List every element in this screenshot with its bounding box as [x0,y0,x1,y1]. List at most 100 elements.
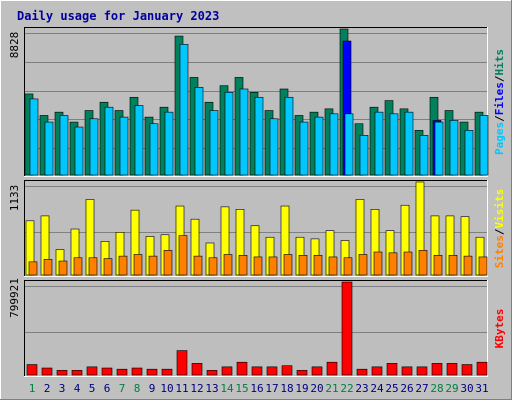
sites-bar [133,254,143,276]
pages-bar [359,135,369,176]
kbytes-bar [86,366,98,376]
day-label: 29 [445,382,458,395]
sites-bar [358,254,368,276]
day-label: 18 [280,382,293,395]
pages-bar [194,87,204,176]
sites-bar [178,235,188,276]
hits-ymax-label: 8828 [8,32,21,59]
pages-bar [344,113,354,176]
pages-bar [404,111,414,176]
day-label: 21 [325,382,338,395]
day-label: 31 [475,382,488,395]
visits-legend-item: Visits [493,189,506,229]
pages-bar [134,105,144,176]
sites-bar [43,259,53,276]
day-label: 8 [134,382,141,395]
pages-bar [209,110,219,176]
day-label: 28 [430,382,443,395]
pages-bar [44,121,54,176]
day-label: 25 [385,382,398,395]
pages-bar [314,116,324,176]
kbytes-bar [236,361,248,376]
sites-bar [343,257,353,276]
kbytes-bar [41,367,53,376]
sites-bar [283,254,293,276]
sites-bar [148,255,158,276]
kbytes-bar [386,363,398,376]
pages-bar [434,121,444,176]
kbytes-ymax-label: 799921 [8,278,21,318]
day-label: 23 [355,382,368,395]
kbytes-bar [206,370,218,376]
pages-bar [479,115,489,176]
pages-bar [269,118,279,176]
day-label: 26 [400,382,413,395]
pages-bar [299,121,309,176]
kbytes-bar [356,368,368,376]
sites-bar [328,256,338,276]
sites-bar [238,255,248,276]
kbytes-bar [26,364,38,376]
sites-bar [73,257,83,276]
sites-bar [28,261,38,276]
pages-bar [329,113,339,176]
kbytes-bar [281,365,293,376]
kbytes-panel-bg [24,280,488,377]
day-label: 10 [160,382,173,395]
sites-bar [253,256,263,276]
sites-bar [58,260,68,276]
day-label: 3 [59,382,66,395]
visits-ymax-label: 1133 [8,185,21,212]
kbytes-bar [416,366,428,376]
chart-title: Daily usage for January 2023 [17,9,219,23]
kbytes-bar [56,370,68,376]
day-label: 24 [370,382,384,395]
day-label: 1 [29,382,36,395]
pages-bar [284,96,294,176]
kbytes-bar [296,370,308,376]
sites-bar [268,256,278,276]
pages-bar [149,123,159,176]
kbytes-bar [311,366,323,376]
kbytes-bar [431,363,443,376]
sites-bar [313,255,323,276]
day-label: 27 [415,382,428,395]
day-label: 4 [74,382,81,395]
pages-bar [449,120,459,176]
sites-bar [373,251,383,276]
pages-bar [419,135,429,176]
kbytes-bar [131,367,143,376]
day-label: 30 [460,382,473,395]
kbytes-bar [101,367,113,376]
kbytes-bar [116,368,128,376]
sites-bar [208,257,218,276]
chart-panels: 8828Pages/Files/Hits1133Sites/Visits7999… [8,27,506,395]
sites-bar [88,257,98,276]
pages-bar [389,113,399,176]
hits-legend-item: Pages [493,122,506,155]
pages-bar [59,115,69,176]
day-label: 20 [310,382,323,395]
visits-legend: Sites/Visits [493,189,506,269]
day-label: 19 [295,382,308,395]
sites-bar [448,255,458,276]
hits-legend-item: / [493,75,506,82]
day-label: 11 [175,382,188,395]
hits-legend-item: Files [493,82,506,115]
day-label: 15 [235,382,248,395]
kbytes-legend: KBytes [493,309,506,349]
sites-bar [388,252,398,276]
hits-legend: Pages/Files/Hits [493,49,506,155]
pages-bar [239,88,249,176]
pages-bar [224,92,234,176]
kbytes-bar [401,366,413,376]
day-label: 22 [340,382,353,395]
day-label: 16 [250,382,263,395]
day-label: 14 [220,382,234,395]
kbytes-bar [266,366,278,376]
visits-legend-item: Sites [493,235,506,268]
visits-legend-item: / [493,228,506,235]
sites-bar [223,254,233,276]
sites-bar [118,255,128,276]
kbytes-bar [161,368,173,376]
